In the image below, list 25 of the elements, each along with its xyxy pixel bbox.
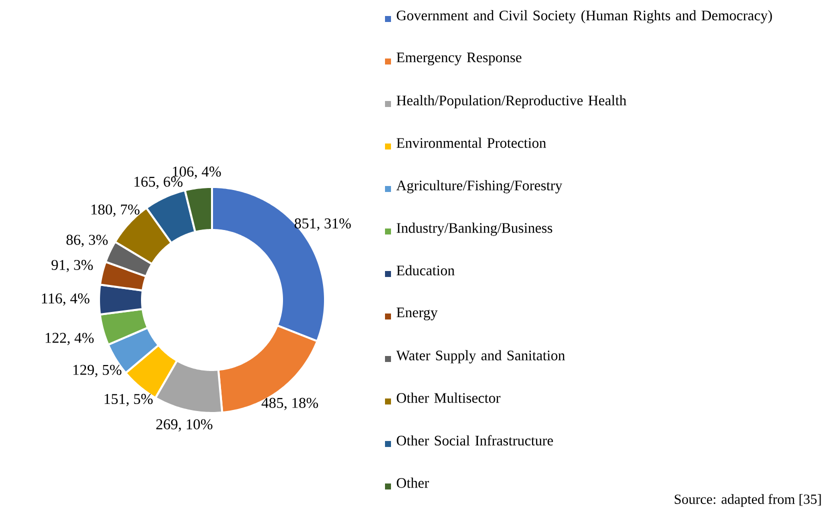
legend-label: Water Supply and Sanitation	[396, 350, 565, 364]
data-label: 129, 5%	[73, 364, 122, 378]
legend-label: Other Multisector	[396, 392, 500, 403]
data-label: 180, 7%	[92, 204, 140, 217]
data-label: 485, 18%	[262, 398, 318, 410]
data-label: 86, 3%	[66, 234, 108, 248]
data-label: 151, 5%	[104, 394, 153, 406]
data-label: 91, 3%	[52, 260, 93, 272]
legend-label: Other Social Infrastructure	[396, 435, 553, 446]
data-label: 122, 4%	[46, 332, 94, 346]
legend-label: Health/Population/Reproductive Health	[396, 95, 626, 108]
legend-label: Emergency Response	[396, 52, 522, 66]
legend-label: Education	[396, 265, 455, 276]
data-label: 116, 4%	[42, 293, 90, 306]
data-label: 269, 10%	[156, 419, 212, 432]
legend-label: Industry/Banking/Business	[396, 222, 552, 236]
legend-label: Other	[396, 478, 429, 488]
data-label: 851, 31%	[294, 218, 351, 231]
legend-label: Government and Civil Society (Human Rights and Democracy)	[396, 10, 772, 24]
legend-label: Energy	[396, 308, 438, 320]
source-note: Source: adapted from [35]	[674, 494, 821, 507]
data-label: 106, 4%	[172, 166, 221, 179]
data-label: 165, 6%	[134, 176, 183, 189]
legend-label: Agriculture/Fishing/Forestry	[396, 180, 562, 194]
legend-label: Environmental Protection	[396, 138, 546, 148]
